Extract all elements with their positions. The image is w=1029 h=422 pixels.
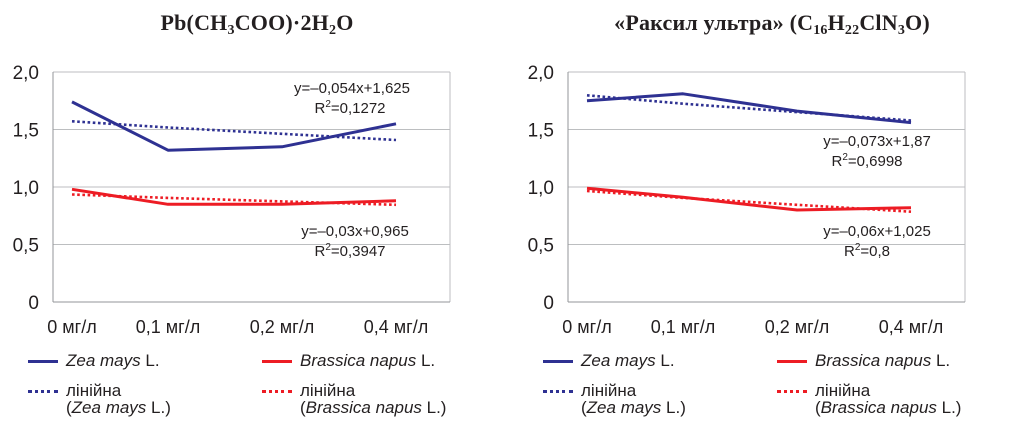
chart-title-part: 16 [813,23,828,38]
legend-label-part: лінійна [815,381,871,400]
y-tick-label: 2,0 [13,63,39,84]
chart-title-part: 22 [844,23,860,38]
legend-label-part: L.) [146,398,171,417]
legend-label-part: L. [655,351,675,370]
y-tick-label: 1,5 [528,121,554,142]
legend-swatch [28,360,58,363]
x-tick-label: 0,2 мг/л [765,317,829,337]
series-line [71,120,397,142]
legend-label-part: L. [140,351,160,370]
chart-title-part: ClN [859,10,898,35]
legend-label-part: ( [815,398,821,417]
trendline-equation: y=–0,073x+1,87 [823,133,931,150]
y-tick-label: 0 [28,293,39,314]
trendline-r2: R2=0,8 [844,242,890,260]
trendline-equation: y=–0,03x+0,965 [301,223,409,240]
legend-label-part: ( [66,398,72,417]
legend-label-part: L.) [661,398,686,417]
x-tick-label: 0,1 мг/л [136,317,200,337]
legend-label-part: Zea mays [71,398,147,417]
r2-value: 0,8 [869,243,890,260]
chart-title-part: O [336,10,354,35]
y-tick-label: 0,5 [528,236,554,257]
r2-value: 0,6998 [857,153,903,170]
x-tick-label: 0,4 мг/л [879,317,943,337]
r2-value: 0,3947 [340,243,386,260]
legend-label-part: Brassica napus [305,398,422,417]
chart-title-part: 3 [227,23,235,38]
legend-swatch [543,390,573,393]
legend-swatch [28,390,58,393]
legend-label-part: Brassica napus [820,398,937,417]
legend-swatch [262,360,292,363]
legend-label-part: Zea mays [581,351,656,370]
series-line [586,186,912,212]
legend-label-part: L. [416,351,436,370]
legend-label-part: L.) [421,398,447,417]
y-tick-label: 1,0 [13,178,39,199]
r2-value: 0,1272 [340,100,386,117]
y-tick-label: 1,0 [528,178,554,199]
legend-label-part: ( [581,398,587,417]
trendline-equation: y=–0,06x+1,025 [823,223,931,240]
x-tick-label: 0,2 мг/л [250,317,314,337]
trendline-r2: R2=0,6998 [831,152,902,170]
chart-title-part: H [827,10,845,35]
series-line [71,193,397,207]
x-tick-label: 0,1 мг/л [651,317,715,337]
chart-title-part: 2 [328,23,337,38]
chart-title-part: O) [905,10,930,35]
legend-label-part: Zea mays [586,398,662,417]
line-chart: 0 0,5 1,0 1,5 2,0 0 мг/л 0,1 мг/л 0,2 мг/л 0,4 м… [528,63,966,337]
line-chart: 0 0,5 1,0 1,5 2,0 0 мг/л 0,1 мг/л 0,2 мг/л 0,4 м… [13,63,451,337]
legend-swatch [262,390,292,393]
series-line [586,94,912,122]
legend-label-part: ( [300,398,306,417]
legend-label-part: лінійна [66,381,122,400]
chart-title-part: Pb(CH [160,10,228,35]
series-line [71,100,397,152]
chart-title: Pb(CH3COO)·2H2O [0,10,514,38]
legend-label-part: лінійна [581,381,637,400]
y-tick-label: 2,0 [528,63,554,84]
chart-title: «Раксил ультра» (C16H22ClN3O) [515,10,1029,38]
chart-title-part: «Раксил ультра» (C [614,10,814,35]
legend-label-part: L. [931,351,951,370]
trendline-r2: R2=0,1272 [314,99,385,117]
legend-label-part: лінійна [300,381,356,400]
chart-title-part: COO)·2H [234,10,329,35]
series-line [586,189,912,213]
trendline-r2: R2=0,3947 [314,242,385,260]
legend-swatch [777,390,807,393]
y-tick-label: 0 [543,293,554,314]
chart-legend: Zea mays L. Brassica napus L. лінійна (Zea … [515,352,1029,422]
chart-panel-lead-acetate: Pb(CH3COO)·2H2O 0 0,5 1,0 1,5 2,0 0 мг/л 0,1 м… [0,0,514,422]
legend-swatch [543,360,573,363]
chart-title-part: 3 [897,23,906,38]
legend-swatch [777,360,807,363]
legend-label-part: Brassica napus [815,351,932,370]
x-tick-label: 0 мг/л [562,317,611,337]
trendline-equation: y=–0,054x+1,625 [294,80,410,97]
legend-label-part: Brassica napus [300,351,417,370]
legend-label-part: Zea mays [66,351,141,370]
series-line [586,92,912,125]
legend-label-part: L.) [936,398,962,417]
chart-panel-raxil-ultra: «Раксил ультра» (C16H22ClN3O) 0 0,5 1,0 1,5… [515,0,1029,422]
y-tick-label: 0,5 [13,236,39,257]
x-tick-label: 0 мг/л [47,317,96,337]
x-tick-label: 0,4 мг/л [364,317,428,337]
chart-legend: Zea mays L. Brassica napus L. лінійна (Zea … [0,352,514,422]
y-tick-label: 1,5 [13,121,39,142]
